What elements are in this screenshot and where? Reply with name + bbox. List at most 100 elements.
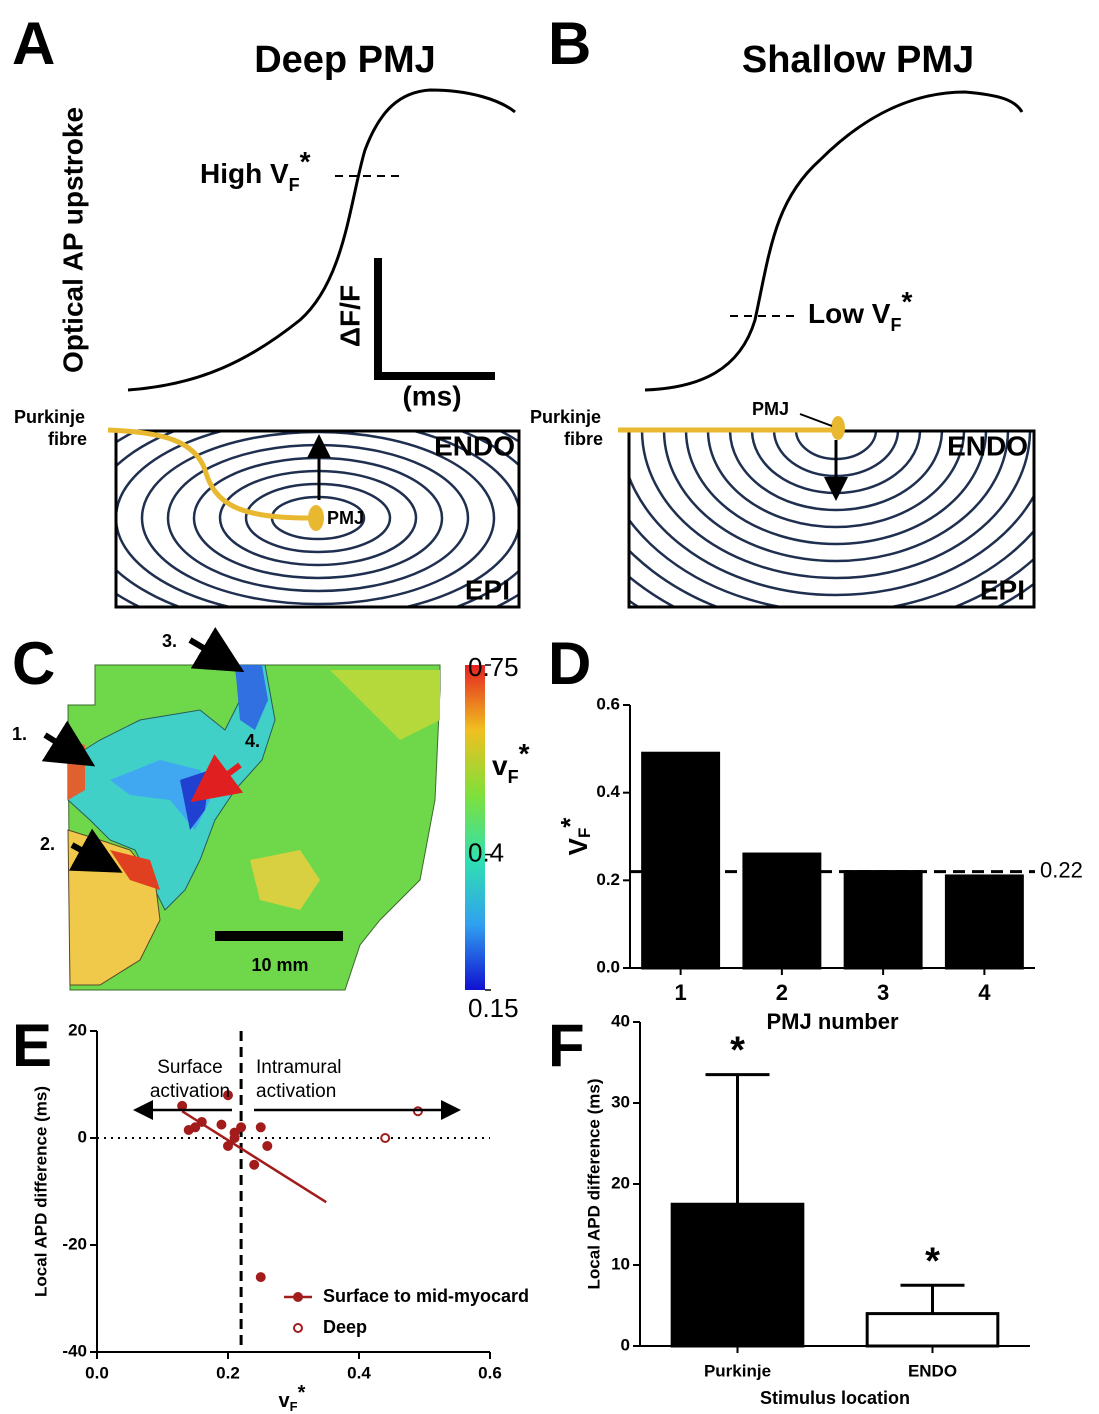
point: [177, 1100, 188, 1111]
pmj: [308, 505, 324, 531]
tissue-box: [114, 429, 521, 609]
point: [229, 1133, 240, 1143]
arrow: [68, 828, 123, 873]
scale-bar-label: 10 mm: [251, 955, 308, 975]
axis-label: vF*: [279, 1382, 306, 1414]
point: [262, 1141, 273, 1152]
point: [190, 1122, 201, 1133]
label-text: V: [563, 837, 593, 855]
scale-bar: [374, 258, 495, 380]
label-sub: F: [508, 767, 519, 787]
colorbar: [465, 665, 485, 990]
ap-curve: [127, 88, 516, 392]
pmj: [831, 416, 845, 440]
bar: [670, 1202, 805, 1348]
map-region: [235, 665, 268, 730]
arrow-label: 3.: [162, 631, 177, 651]
marker-sup: *: [901, 286, 912, 317]
endo-label: ENDO: [434, 430, 515, 461]
y-tick-label: 30: [611, 1092, 630, 1111]
pmj-label: PMJ: [327, 508, 364, 528]
point: [196, 1116, 207, 1127]
label-sub: F: [575, 828, 594, 838]
marker-text: High V: [200, 158, 289, 189]
x-tick-label: 0.2: [216, 1363, 240, 1382]
x-tick-label: 0.0: [85, 1363, 109, 1382]
map-region: [330, 670, 440, 740]
panel-title: Deep PMJ: [254, 39, 436, 81]
label-sup: *: [298, 1382, 306, 1404]
arrow-label: 2.: [40, 834, 55, 854]
panel-label: C: [12, 630, 55, 697]
point: [223, 1090, 233, 1101]
pmj-pointer: [799, 413, 833, 427]
annotation: activation: [150, 1081, 230, 1102]
bar: [641, 751, 721, 970]
ap-curve: [644, 90, 1024, 392]
legend-label: Deep: [323, 1317, 367, 1337]
marker-text: Low V: [808, 298, 891, 329]
label-sup: *: [519, 738, 530, 769]
purkinje-fibre: [107, 427, 311, 521]
label-sup: *: [555, 817, 585, 828]
x-tick-label: ENDO: [908, 1361, 957, 1380]
legend-label: Surface to mid-myocard: [323, 1286, 529, 1306]
colorbar-tick-label: 0.75: [468, 652, 519, 682]
legend-marker: [293, 1292, 303, 1302]
isochrone: [140, 432, 496, 606]
label-sub: F: [290, 1399, 298, 1414]
point: [255, 1272, 266, 1283]
y-tick-label: 0.0: [596, 957, 620, 976]
isochrone: [640, 432, 1032, 580]
y-tick-label: 0.4: [596, 782, 620, 801]
x-tick-label: 0.6: [478, 1363, 502, 1382]
marker-label: Low VF*: [808, 286, 912, 334]
colorbar-label: vF*: [492, 738, 530, 786]
marker-sub: F: [289, 175, 300, 195]
x-tick-label: Purkinje: [704, 1361, 771, 1380]
bar: [742, 852, 822, 970]
error-bar: [705, 1073, 770, 1205]
arrow-label: 1.: [12, 724, 27, 744]
epi-label: EPI: [980, 574, 1025, 605]
arrow: [41, 720, 96, 767]
annotation: activation: [256, 1081, 336, 1102]
isochrone: [684, 432, 988, 546]
arrow: [190, 754, 244, 803]
isochrone: [728, 432, 944, 512]
fibre-label: Purkinje: [530, 407, 601, 427]
point: [255, 1122, 266, 1133]
fibre-label: Purkinje: [14, 407, 85, 427]
pmj-label: PMJ: [752, 399, 789, 419]
marker-sub: F: [890, 315, 901, 335]
y-tick-label: 0.2: [596, 870, 620, 889]
panel-label: B: [548, 10, 591, 77]
marker-sup: *: [300, 146, 311, 177]
point: [249, 1159, 260, 1170]
x-tick-label: 2: [776, 980, 788, 1005]
x-tick-label: 0.4: [347, 1363, 371, 1382]
y-tick-label: 10: [611, 1254, 630, 1273]
map-region: [110, 760, 210, 830]
panel-label: D: [548, 630, 591, 697]
point: [380, 1133, 391, 1143]
y-tick-label: 20: [68, 1020, 87, 1039]
panel-label: A: [12, 10, 55, 77]
axis-label: VF*: [555, 817, 595, 856]
endo-label: ENDO: [947, 430, 1028, 461]
bar: [865, 1312, 1000, 1348]
isochrone: [706, 432, 966, 529]
annotation: Intramural: [256, 1057, 342, 1078]
bar: [944, 874, 1024, 970]
marker-label: High VF*: [200, 146, 311, 194]
isochrone: [662, 432, 1010, 563]
y-tick-label: 40: [611, 1011, 630, 1030]
label-text: v: [279, 1390, 291, 1412]
vf-map: [67, 664, 441, 991]
fibre-label: fibre: [48, 429, 87, 449]
scale-y-label: ΔF/F: [334, 285, 365, 347]
y-axis-label: Local APD difference (ms): [31, 1086, 50, 1297]
legend-marker: [293, 1323, 303, 1333]
isochrone: [630, 476, 1033, 597]
